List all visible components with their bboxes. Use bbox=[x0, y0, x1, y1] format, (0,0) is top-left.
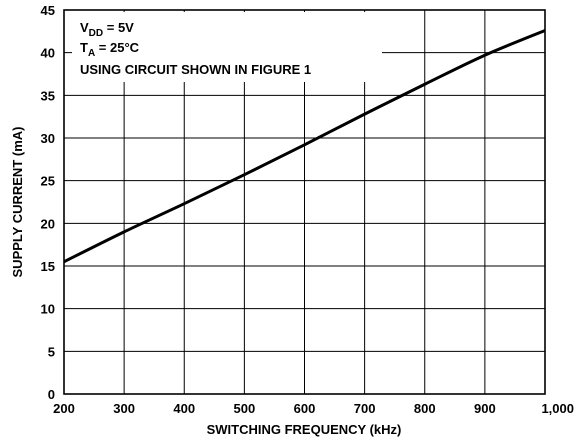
y-tick-label: 0 bbox=[48, 387, 55, 402]
x-tick-label: 500 bbox=[234, 401, 256, 416]
annotation-circuit: USING CIRCUIT SHOWN IN FIGURE 1 bbox=[80, 62, 311, 77]
y-tick-label: 15 bbox=[41, 259, 55, 274]
vdd-subscript: DD bbox=[89, 28, 103, 39]
x-tick-label: 300 bbox=[113, 401, 135, 416]
ta-value: = 25°C bbox=[95, 40, 139, 55]
annotation-ta: TA = 25°C bbox=[80, 40, 140, 59]
y-tick-label: 35 bbox=[41, 88, 55, 103]
annotation-vdd: VDD = 5V bbox=[80, 20, 134, 39]
x-tick-label: 600 bbox=[294, 401, 316, 416]
y-tick-label: 40 bbox=[41, 46, 55, 61]
ta-symbol: T bbox=[80, 40, 88, 55]
y-tick-label: 45 bbox=[41, 3, 55, 18]
x-tick-label: 900 bbox=[474, 401, 496, 416]
x-tick-label: 700 bbox=[354, 401, 376, 416]
y-tick-labels: 0 5 10 15 20 25 30 35 40 45 bbox=[41, 3, 55, 402]
vdd-symbol: V bbox=[80, 20, 89, 35]
y-tick-label: 25 bbox=[41, 174, 55, 189]
y-tick-label: 10 bbox=[41, 302, 55, 317]
x-tick-label: 800 bbox=[414, 401, 436, 416]
x-tick-label: 1,000 bbox=[541, 401, 574, 416]
y-tick-label: 30 bbox=[41, 131, 55, 146]
x-tick-label: 200 bbox=[53, 401, 75, 416]
y-tick-label: 20 bbox=[41, 216, 55, 231]
ta-subscript: A bbox=[88, 48, 95, 59]
x-axis-label: SWITCHING FREQUENCY (kHz) bbox=[207, 422, 402, 437]
x-tick-labels: 200 300 400 500 600 700 800 900 1,000 bbox=[53, 401, 574, 416]
vdd-value: = 5V bbox=[103, 20, 134, 35]
annotation-background bbox=[72, 12, 382, 82]
y-axis-label: SUPPLY CURRENT (mA) bbox=[10, 127, 25, 278]
x-tick-label: 400 bbox=[173, 401, 195, 416]
series-line bbox=[63, 29, 546, 264]
plot-frame bbox=[63, 9, 546, 395]
y-tick-label: 5 bbox=[48, 344, 55, 359]
